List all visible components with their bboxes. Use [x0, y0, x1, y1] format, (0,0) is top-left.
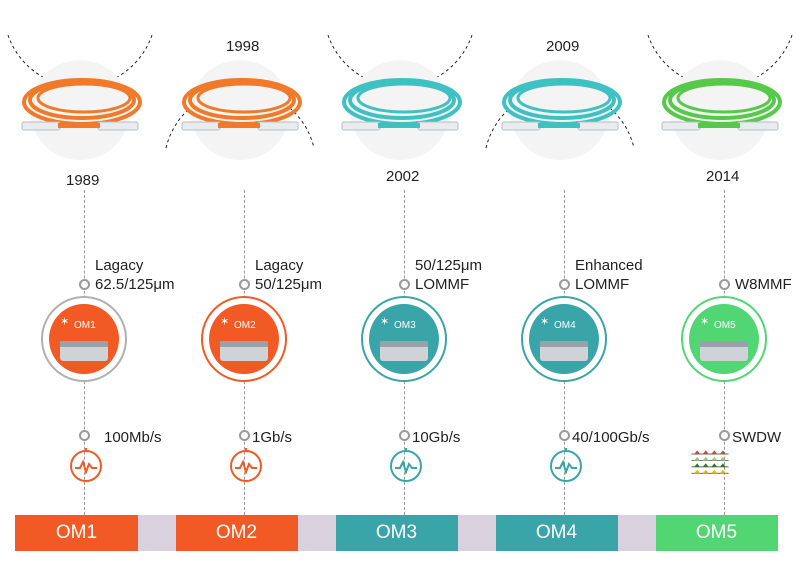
speed-label: 10Gb/s [412, 429, 461, 446]
spec-line: 62.5/125μm [95, 276, 175, 293]
svg-text:✶: ✶ [700, 316, 709, 328]
bar-gap [298, 515, 336, 551]
year-arc [485, 88, 635, 149]
reel-label: OM3 [394, 320, 416, 331]
year-label: 1989 [66, 172, 100, 189]
bar-gap [138, 515, 176, 551]
connector-dot [399, 279, 410, 290]
speedometer-icon [550, 448, 582, 482]
fiber-reel-icon: ✶ OM4 [521, 296, 607, 382]
spec-label: Enhanced LOMMF [575, 256, 643, 294]
fiber-cable-icon [341, 78, 462, 131]
connector-dot [79, 430, 90, 441]
fiber-reel-icon: ✶ OM3 [361, 296, 447, 382]
speed-label: 1Gb/s [252, 429, 293, 446]
om-bar-om5: OM5 [655, 515, 778, 551]
reel-label: OM4 [554, 320, 576, 331]
spec-label: Lagacy 50/125μm [255, 256, 322, 294]
reel-label: OM1 [74, 320, 96, 331]
om-bar-om2: OM2 [175, 515, 298, 551]
connector-dot [399, 430, 410, 441]
fiber-cable-icon [181, 78, 302, 131]
column-om3: 2002 50/125μm LOMMF ✶ OM3 10Gb/s [320, 0, 482, 568]
spec-line: W8MMF [735, 276, 792, 293]
connector-dot [239, 279, 250, 290]
connector-dot [719, 430, 730, 441]
spec-label: Lagacy 62.5/125μm [95, 256, 175, 294]
spec-label: W8MMF [735, 275, 792, 294]
spec-line: Enhanced [575, 257, 643, 274]
connector-dot [239, 430, 250, 441]
spec-line: LOMMF [415, 276, 470, 293]
year-arc [165, 88, 315, 149]
spec-line: LOMMF [575, 276, 630, 293]
speed-label: 40/100Gb/s [572, 429, 650, 446]
connector-dot [719, 279, 730, 290]
bar-gap [618, 515, 656, 551]
svg-text:✶: ✶ [60, 316, 69, 328]
speedometer-icon [70, 448, 102, 482]
fiber-reel-icon: ✶ OM5 [681, 296, 767, 382]
svg-text:✶: ✶ [540, 316, 549, 328]
year-label: 2014 [706, 168, 740, 185]
year-arc [327, 34, 473, 88]
connector-dot [559, 279, 570, 290]
reel-label: OM5 [714, 320, 736, 331]
wavelength-icon [691, 450, 729, 474]
column-om4: 2009 Enhanced LOMMF ✶ OM4 40/100Gb/s [480, 0, 650, 568]
reel-label: OM2 [234, 320, 256, 331]
year-label: 2002 [386, 168, 420, 185]
year-arc [647, 34, 793, 88]
year-label: 1998 [226, 38, 260, 55]
om-bar-om1: OM1 [15, 515, 138, 551]
spec-line: Lagacy [95, 257, 144, 274]
fiber-cable-icon [21, 78, 142, 131]
column-om1: 1989 Lagacy 62.5/125μm ✶ OM1 100Mb/s [0, 0, 175, 568]
om-bar-om3: OM3 [335, 515, 458, 551]
spec-label: 50/125μm LOMMF [415, 256, 482, 294]
spec-line: 50/125μm [255, 276, 323, 293]
connector-dot [79, 279, 90, 290]
fiber-cable-icon [501, 78, 622, 131]
spec-line: Lagacy [255, 257, 304, 274]
om-bar-om4: OM4 [495, 515, 618, 551]
connector-dot [559, 430, 570, 441]
svg-text:✶: ✶ [220, 316, 229, 328]
year-label: 2009 [546, 38, 580, 55]
svg-text:✶: ✶ [380, 316, 389, 328]
fiber-reel-icon: ✶ OM1 [41, 296, 127, 382]
bar-gap [458, 515, 496, 551]
speed-label: 100Mb/s [104, 429, 162, 446]
fiber-reel-icon: ✶ OM2 [201, 296, 287, 382]
fiber-cable-icon [661, 78, 782, 131]
speed-label: SWDW [732, 429, 782, 446]
column-om2: 1998 Lagacy 50/125μm ✶ OM2 1Gb/s [160, 0, 322, 568]
column-om5: 2014 W8MMF ✶ OM5 SWDW [640, 0, 800, 568]
speedometer-icon [230, 448, 262, 482]
speedometer-icon [390, 448, 422, 482]
spec-line: 50/125μm [415, 257, 483, 274]
year-arc [7, 34, 153, 88]
